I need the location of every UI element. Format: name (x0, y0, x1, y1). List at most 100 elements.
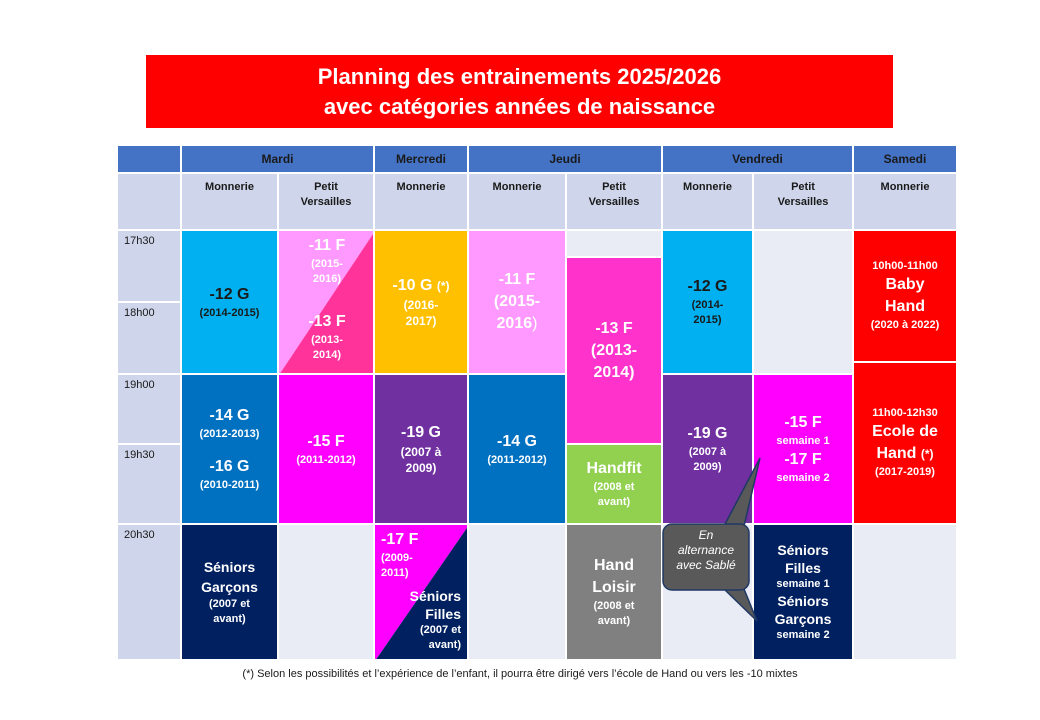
session-name-2: Séniors Filles (409, 588, 461, 622)
session-name: -12 G (209, 285, 250, 303)
session-mercredi-17f-seniors-filles: -17 F (2009- 2011) Séniors Filles (2007 … (374, 524, 468, 660)
session-years: (2008 et avant) (593, 481, 635, 508)
session-name: -13 F (595, 319, 633, 337)
place-mercredi-monnerie: Monnerie (374, 173, 468, 230)
session-name: -12 G (687, 278, 728, 295)
day-header-mercredi: Mercredi (374, 145, 468, 173)
session-name: -17 F (381, 531, 419, 548)
place-mardi-petit-versailles: Petit Versailles (278, 173, 374, 230)
place-vendredi-petit-versailles: Petit Versailles (753, 173, 853, 230)
session-name-2: -16 G (209, 458, 250, 475)
session-samedi-ecole-de-hand: 11h00-12h30 Ecole de Hand (*) (2017-2019… (853, 362, 957, 524)
session-name: Séniors Garçons (201, 559, 258, 595)
place-mardi-monnerie: Monnerie (181, 173, 278, 230)
session-years: (2008 et avant) (593, 600, 635, 627)
session-mardi-seniors-garcons: Séniors Garçons (2007 et avant) (181, 524, 278, 660)
session-mardi-11f-13f: -11 F (2015- 2016) -13 F (2013- 2014) (278, 230, 374, 374)
session-mardi-14g-16g: -14 G (2012-2013) -16 G (2010-2011) (181, 374, 278, 524)
empty-slot (468, 524, 566, 660)
session-years: (2015- 2016 (493, 293, 541, 332)
time-slot-1930: 19h30 (117, 444, 181, 524)
session-week: semaine 1 (776, 435, 830, 447)
session-years: (2007 à 2009) (400, 445, 442, 475)
session-vendredi-seniors: Séniors Filles semaine 1 Séniors Garçons… (753, 524, 853, 660)
session-years: (2013- 2014) (590, 341, 638, 381)
page-title: Planning des entrainements 2025/2026 ave… (146, 55, 893, 128)
day-header-jeudi: Jeudi (468, 145, 662, 173)
subheader-corner (117, 173, 181, 230)
session-years: (2016- 2017) (403, 298, 439, 328)
session-years: (2007 à 2009) (688, 446, 727, 473)
session-years: (2011-2012) (296, 453, 356, 466)
session-vendredi-15f-17f: -15 F semaine 1 -17 F semaine 2 (753, 374, 853, 524)
session-name: Ecole de Hand (872, 423, 938, 462)
session-mark: (*) (436, 279, 450, 293)
session-name: -19 G (400, 424, 441, 441)
session-time: 10h00-11h00 (872, 260, 938, 272)
day-header-mardi: Mardi (181, 145, 374, 173)
session-years-2: (2013- 2014) (311, 334, 343, 361)
schedule-table: Mardi Mercredi Jeudi Vendredi Samedi Mon… (117, 145, 957, 660)
session-week: semaine 1 (776, 578, 830, 590)
time-slot-1730: 17h30 (117, 230, 181, 302)
session-name: -19 G (687, 425, 728, 442)
session-name: Hand Loisir (592, 557, 636, 596)
session-mark: (*) (920, 447, 934, 461)
day-header-samedi: Samedi (853, 145, 957, 173)
empty-slot (278, 524, 374, 660)
session-name: -11 F (498, 271, 536, 288)
session-week-2: semaine 2 (776, 629, 830, 641)
session-name: -14 G (209, 407, 250, 424)
session-years: (2011-2012) (487, 453, 547, 466)
session-mercredi-19g: -19 G (2007 à 2009) (374, 374, 468, 524)
session-time: 11h00-12h30 (872, 407, 938, 419)
session-years: (2012-2013) (199, 428, 260, 440)
day-header-vendredi: Vendredi (662, 145, 853, 173)
title-line-1: Planning des entrainements 2025/2026 (317, 63, 722, 89)
empty-slot (853, 524, 957, 660)
session-years: (2020 à 2022) (870, 319, 940, 331)
session-years: (2017-2019) (875, 466, 935, 478)
session-jeudi-14g: -14 G (2011-2012) (468, 374, 566, 524)
session-name-2: Séniors Garçons (774, 593, 832, 627)
session-years: (2014- 2015) (691, 299, 724, 326)
diagonal-split-shape (375, 525, 467, 659)
empty-slot (753, 230, 853, 374)
session-name: Baby Hand (885, 276, 925, 315)
session-name-2: -13 F (308, 313, 346, 330)
session-name: -10 G (392, 277, 433, 294)
session-years-2: (2007 et avant) (420, 624, 461, 651)
place-vendredi-monnerie: Monnerie (662, 173, 753, 230)
session-years: (2009- 2011) (381, 552, 413, 579)
time-slot-1800: 18h00 (117, 302, 181, 374)
callout-text: En alternance avec Sablé (676, 528, 736, 572)
session-name: Séniors Filles (777, 542, 829, 576)
title-line-2: avec catégories années de naissance (323, 93, 716, 119)
diagonal-split-shape (279, 231, 373, 373)
place-jeudi-monnerie: Monnerie (468, 173, 566, 230)
session-mardi-12g: -12 G (2014-2015) (181, 230, 278, 374)
session-jeudi-hand-loisir: Hand Loisir (2008 et avant) (566, 524, 662, 660)
footnote: (*) Selon les possibilités et l’expérien… (242, 668, 798, 680)
session-jeudi-13f: -13 F (2013- 2014) (566, 257, 662, 444)
time-slot-1900: 19h00 (117, 374, 181, 444)
session-years-paren: ) (532, 315, 538, 332)
session-years: (2015- 2016) (311, 258, 343, 285)
session-years: (2007 et avant) (209, 598, 250, 625)
session-years: (2014-2015) (199, 306, 260, 319)
place-jeudi-petit-versailles: Petit Versailles (566, 173, 662, 230)
session-vendredi-12g: -12 G (2014- 2015) (662, 230, 753, 374)
session-name: -11 F (308, 237, 346, 254)
time-slot-2030: 20h30 (117, 524, 181, 660)
callout-shape (662, 457, 761, 622)
session-name: -15 F (307, 432, 345, 450)
session-years-2: (2010-2011) (199, 479, 260, 491)
session-mercredi-10g: -10 G (*) (2016- 2017) (374, 230, 468, 374)
empty-slot (566, 230, 662, 257)
session-jeudi-handfit: Handfit (2008 et avant) (566, 444, 662, 524)
header-corner (117, 145, 181, 173)
session-week-2: semaine 2 (776, 472, 830, 484)
place-samedi-monnerie: Monnerie (853, 173, 957, 230)
session-name: -14 G (496, 432, 537, 450)
session-name: Handfit (586, 460, 642, 477)
